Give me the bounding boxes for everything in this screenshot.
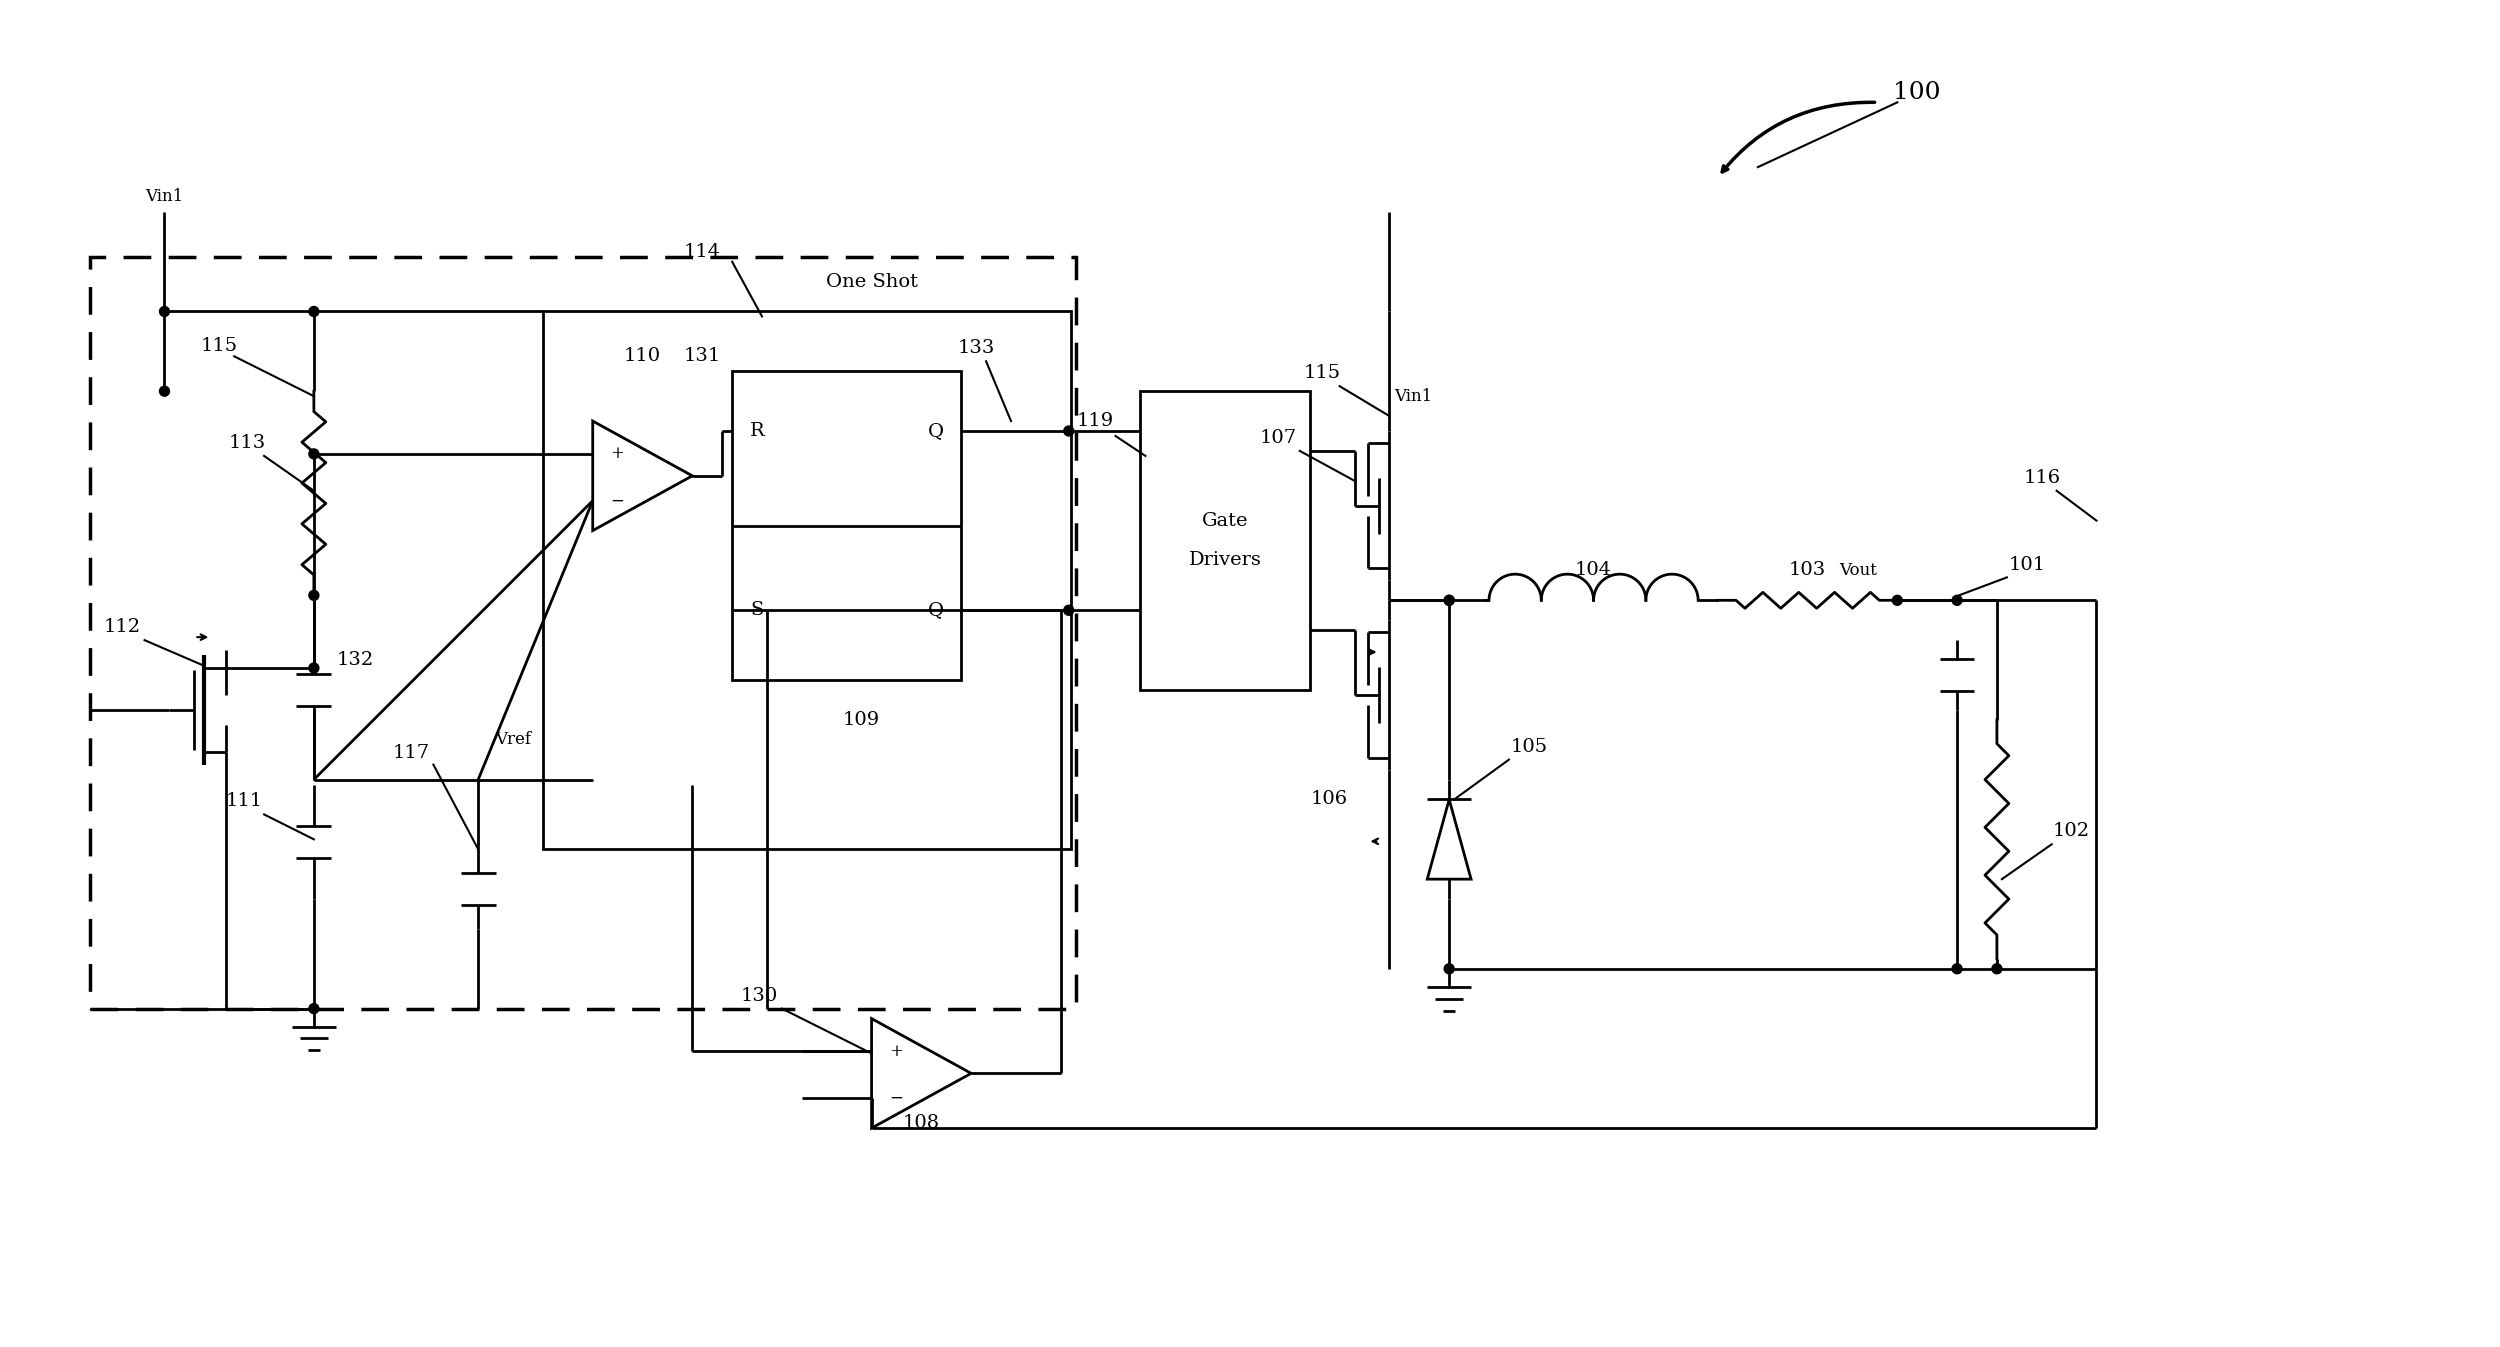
Text: 106: 106 (1310, 791, 1348, 808)
Text: 101: 101 (2008, 556, 2045, 574)
Text: −: − (610, 492, 625, 509)
Text: 109: 109 (842, 711, 880, 729)
Circle shape (1065, 426, 1072, 436)
Text: R: R (750, 422, 765, 440)
Text: 100: 100 (1892, 81, 1940, 104)
Circle shape (1065, 605, 1072, 616)
Text: −: − (890, 1090, 902, 1107)
Circle shape (1892, 595, 1902, 605)
Circle shape (310, 1004, 320, 1013)
Circle shape (1445, 595, 1455, 605)
Circle shape (160, 387, 170, 396)
Text: 115: 115 (1302, 364, 1340, 383)
Text: +: + (610, 446, 625, 462)
Text: Vref: Vref (495, 731, 530, 748)
Text: 117: 117 (392, 744, 430, 761)
Text: 131: 131 (682, 348, 720, 365)
Text: Drivers: Drivers (1188, 551, 1262, 570)
Text: Vin1: Vin1 (145, 189, 182, 206)
Text: 115: 115 (200, 337, 238, 356)
Text: 104: 104 (1575, 562, 1612, 579)
Text: One Shot: One Shot (825, 272, 918, 291)
Text: S: S (750, 601, 762, 620)
Circle shape (310, 307, 320, 317)
Text: 112: 112 (105, 618, 140, 636)
Text: 130: 130 (740, 986, 778, 1005)
Text: 110: 110 (625, 348, 660, 365)
Text: 116: 116 (2023, 469, 2060, 486)
Circle shape (160, 307, 170, 317)
Circle shape (310, 449, 320, 459)
Text: 102: 102 (2052, 823, 2090, 841)
Text: 114: 114 (682, 242, 720, 261)
Text: Gate: Gate (1202, 512, 1248, 529)
Text: Vin1: Vin1 (1395, 388, 1432, 404)
Circle shape (1445, 595, 1455, 605)
Circle shape (1952, 595, 1962, 605)
Text: Q: Q (928, 601, 945, 620)
Text: 105: 105 (1510, 738, 1548, 756)
Text: 119: 119 (1078, 412, 1115, 430)
Text: Q: Q (928, 422, 945, 440)
Text: Vout: Vout (1840, 562, 1878, 579)
Text: 108: 108 (902, 1114, 940, 1131)
Text: 133: 133 (958, 339, 995, 357)
Circle shape (310, 663, 320, 674)
Text: 103: 103 (1790, 562, 1828, 579)
Text: 132: 132 (338, 651, 375, 669)
Circle shape (1992, 964, 2002, 974)
Circle shape (1952, 964, 1962, 974)
Text: 111: 111 (225, 792, 262, 811)
Circle shape (1445, 964, 1455, 974)
Text: 113: 113 (228, 434, 265, 453)
Text: +: + (890, 1043, 902, 1060)
Circle shape (310, 590, 320, 601)
Text: 107: 107 (1260, 428, 1298, 447)
